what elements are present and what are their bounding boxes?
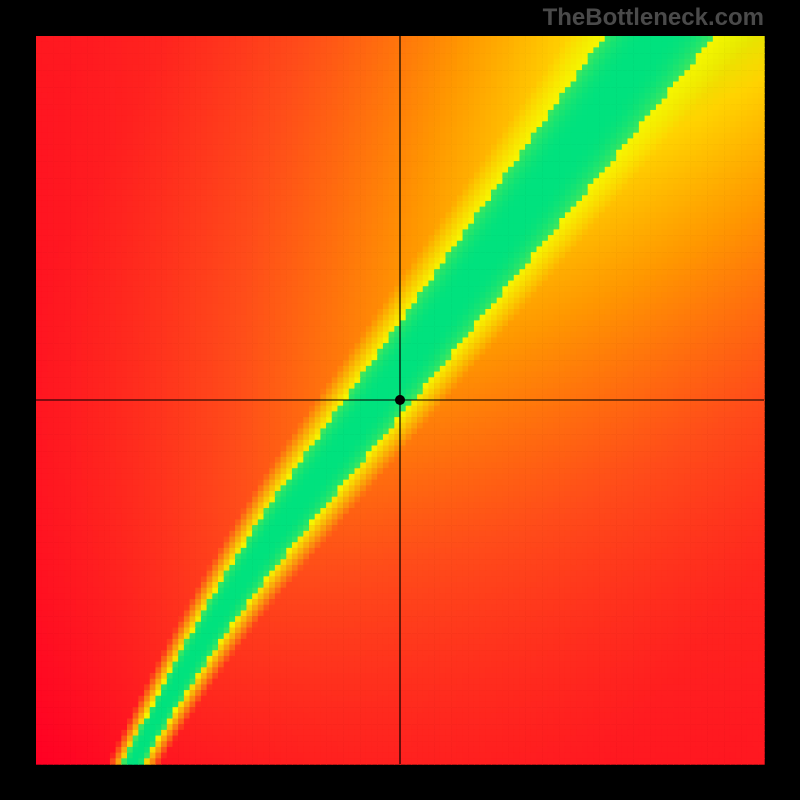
- bottleneck-heatmap: [0, 0, 800, 800]
- chart-container: TheBottleneck.com: [0, 0, 800, 800]
- watermark-text: TheBottleneck.com: [543, 4, 764, 32]
